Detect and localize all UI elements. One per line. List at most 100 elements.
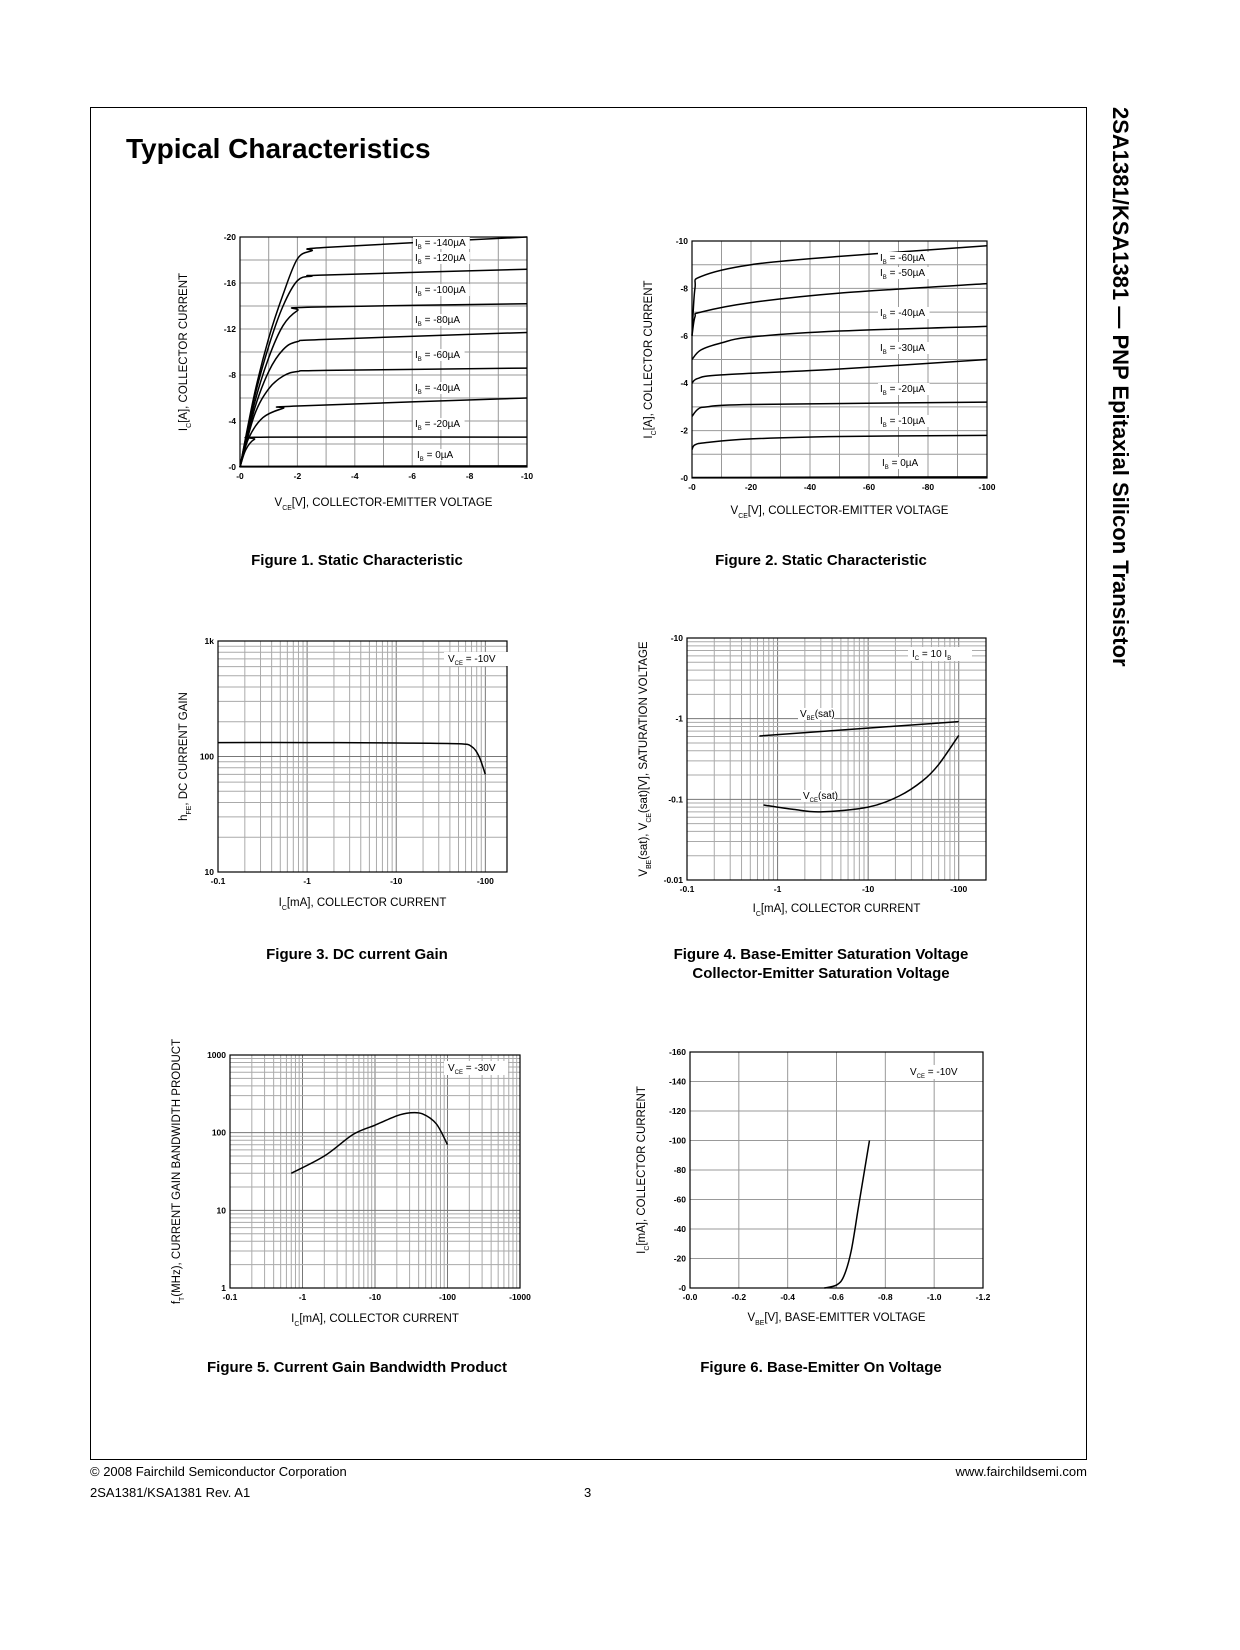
label-text: I: [415, 285, 418, 296]
chart-figure-1: -0 -2 -4 -6 -8 -10 -0 -4 -8 -12 -16 -20 VCE[V], COLL…: [178, 232, 533, 569]
label-text: I: [753, 903, 756, 915]
subscript: B: [418, 390, 422, 396]
chart-figure-5: -0.1 -1 -10 -100 -1000 1 10 100 1000 IC[mA], COLL…: [171, 1039, 531, 1376]
series-label: IB = -30µA: [880, 343, 925, 356]
label-text: [A], COLLECTOR CURRENT: [178, 273, 190, 423]
y-tick-label: -8: [680, 283, 688, 293]
subscript: BE: [646, 859, 653, 869]
label-text: [V], COLLECTOR-EMITTER VOLTAGE: [292, 497, 493, 509]
footer-website[interactable]: www.fairchildsemi.com: [955, 1464, 1087, 1479]
y-tick-label: 1k: [205, 636, 215, 646]
series-label: IB = -50µA: [880, 268, 925, 281]
x-tick-label: -0: [688, 482, 696, 492]
series-label: IB = -80µA: [415, 315, 460, 328]
x-tick-label: -100: [950, 884, 967, 894]
series-label: IB = -60µA: [880, 253, 925, 266]
label-text: [A], COLLECTOR CURRENT: [643, 280, 655, 430]
label-background: [413, 284, 470, 296]
footer-part-revision: 2SA1381/KSA1381 Rev. A1: [90, 1485, 251, 1500]
label-background: [878, 267, 930, 279]
subscript: CE: [810, 798, 818, 804]
subscript: B: [883, 315, 887, 321]
y-tick-label: -4: [680, 378, 688, 388]
series-line-4: [239, 331, 528, 468]
y-tick-label: -40: [674, 1224, 687, 1234]
label-text: V: [910, 1067, 917, 1078]
y-axis-label: VBE(sat), VCE(sat)[V], SATURATION VOLTAG…: [638, 641, 653, 877]
series-line-3: [691, 325, 988, 361]
x-tick-label: -60: [863, 482, 876, 492]
label-text: = -60µA: [422, 350, 461, 361]
subscript: B: [418, 245, 422, 251]
label-text: f: [171, 1300, 183, 1304]
x-axis-label: IC[mA], COLLECTOR CURRENT: [291, 1313, 459, 1328]
y-tick-label: -160: [669, 1047, 686, 1057]
y-tick-label: -20: [224, 232, 237, 242]
subscript: T: [179, 1296, 186, 1301]
label-text: I: [880, 343, 883, 354]
label-text: [mA], COLLECTOR CURRENT: [636, 1086, 648, 1246]
page-frame: [90, 107, 1087, 1460]
y-tick-label: 100: [212, 1128, 226, 1138]
x-tick-label: -1000: [509, 1292, 531, 1302]
y-axis-label: IC[A], COLLECTOR CURRENT: [643, 280, 658, 438]
x-tick-label: -0: [236, 471, 244, 481]
y-tick-label: -10: [676, 236, 689, 246]
subscript: C: [651, 430, 658, 435]
grid: [687, 638, 986, 880]
y-tick-label: -0: [678, 1283, 686, 1293]
y-tick-label: -10: [671, 633, 684, 643]
series-line-7: [691, 476, 988, 479]
label-text: = -140µA: [422, 238, 466, 249]
subscript: C: [644, 1246, 651, 1251]
figure-caption: Figure 6. Base-Emitter On Voltage: [700, 1359, 941, 1376]
figure-caption: Figure 2. Static Characteristic: [715, 552, 927, 569]
label-text: V: [275, 497, 283, 509]
y-tick-label: -100: [669, 1136, 686, 1146]
series-label: IB = -100µA: [415, 285, 466, 298]
y-tick-label: -16: [224, 278, 237, 288]
label-text: (sat), V: [638, 822, 650, 859]
label-text: I: [291, 1313, 294, 1325]
label-text: I: [880, 268, 883, 279]
x-tick-label: -1: [303, 876, 311, 886]
y-tick-label: 100: [200, 752, 214, 762]
subscript: B: [883, 350, 887, 356]
series-line-1: [759, 720, 959, 737]
label-background: [798, 708, 834, 720]
grid: [218, 641, 507, 872]
subscript: CE: [917, 1074, 925, 1080]
x-tick-label: -0.1: [211, 876, 226, 886]
label-background: [413, 382, 465, 394]
label-background: [801, 790, 837, 802]
subscript: CE: [282, 505, 292, 512]
plot-area-border: [689, 1051, 984, 1289]
y-tick-label: -1: [675, 714, 683, 724]
x-tick-label: -100: [978, 482, 995, 492]
label-background: [413, 237, 470, 249]
label-text: I: [880, 253, 883, 264]
label-text: = -50µA: [887, 268, 926, 279]
x-tick-label: -20: [745, 482, 758, 492]
subscript: B: [420, 457, 424, 463]
subscript: B: [418, 426, 422, 432]
x-tick-label: -100: [477, 876, 494, 886]
label-text: V: [747, 1312, 755, 1324]
series-label: IB = -60µA: [415, 350, 460, 363]
x-tick-label: -2: [294, 471, 302, 481]
label-text: I: [415, 383, 418, 394]
x-tick-label: -1: [774, 884, 782, 894]
y-tick-label: -20: [674, 1254, 687, 1264]
label-text: V: [448, 1063, 455, 1074]
label-text: = -60µA: [887, 253, 926, 264]
subscript: B: [418, 322, 422, 328]
y-tick-label: -8: [228, 370, 236, 380]
x-tick-label: -1: [299, 1292, 307, 1302]
label-text: I: [415, 315, 418, 326]
label-text: V: [638, 869, 650, 877]
series-line-1: [824, 1140, 871, 1289]
label-text: V: [803, 791, 810, 802]
plot-area-border: [217, 640, 508, 873]
x-axis-label: VBE[V], BASE-EMITTER VOLTAGE: [747, 1312, 925, 1327]
